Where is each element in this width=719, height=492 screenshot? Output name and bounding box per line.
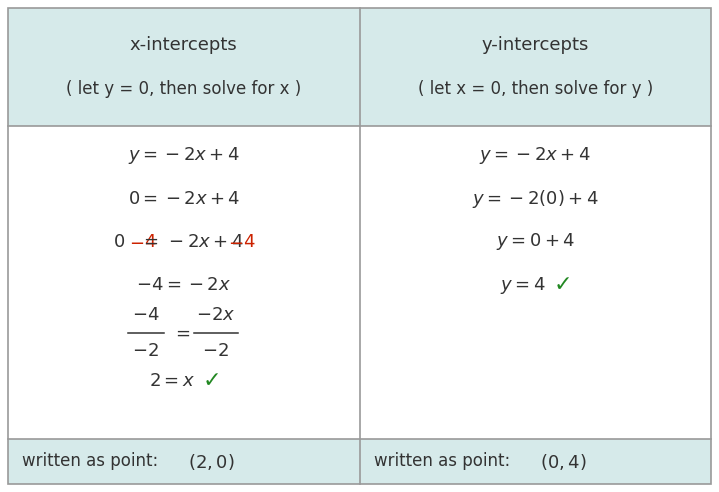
Text: $y = -2x+4$: $y = -2x+4$ [128, 146, 239, 166]
Bar [8, 8, 711, 126]
Text: ✓: ✓ [203, 371, 221, 391]
Text: written as point:: written as point: [22, 453, 169, 470]
Bar [8, 439, 711, 484]
Text: $-2x$: $-2x$ [196, 306, 235, 324]
Text: $\,-\,$: $\,-\,$ [124, 233, 145, 251]
Text: $=$: $=$ [173, 324, 191, 342]
Text: $\,-\,$: $\,-\,$ [222, 233, 244, 251]
Text: $2 = x$: $2 = x$ [149, 372, 195, 390]
Text: $(2,0)$: $(2,0)$ [188, 452, 235, 471]
Text: $y = 4$: $y = 4$ [500, 275, 546, 296]
Text: ✓: ✓ [554, 275, 572, 295]
Text: y-intercepts: y-intercepts [482, 36, 589, 54]
Text: written as point:: written as point: [373, 453, 521, 470]
Text: $(0,4)$: $(0,4)$ [540, 452, 587, 471]
Text: $y = -2x+4$: $y = -2x+4$ [480, 146, 591, 166]
Text: $4$: $4$ [144, 233, 156, 251]
Text: $-2$: $-2$ [132, 342, 159, 360]
Text: ( let y = 0, then solve for x ): ( let y = 0, then solve for x ) [66, 80, 301, 98]
Text: $-2$: $-2$ [202, 342, 229, 360]
Text: $0$: $0$ [113, 233, 125, 251]
Text: $0 = -2x+4$: $0 = -2x+4$ [127, 190, 240, 208]
Text: $-4 = -2x$: $-4 = -2x$ [137, 276, 232, 294]
Text: $\,=\,-2x+4$: $\,=\,-2x+4$ [137, 233, 244, 251]
Text: $y = -2(0)+4$: $y = -2(0)+4$ [472, 188, 599, 210]
Text: x-intercepts: x-intercepts [130, 36, 237, 54]
Text: $-4$: $-4$ [132, 306, 160, 324]
Text: ( let x = 0, then solve for y ): ( let x = 0, then solve for y ) [418, 80, 653, 98]
Text: $4$: $4$ [242, 233, 255, 251]
Bar [8, 126, 711, 439]
Text: $y = 0+4$: $y = 0+4$ [495, 232, 575, 252]
